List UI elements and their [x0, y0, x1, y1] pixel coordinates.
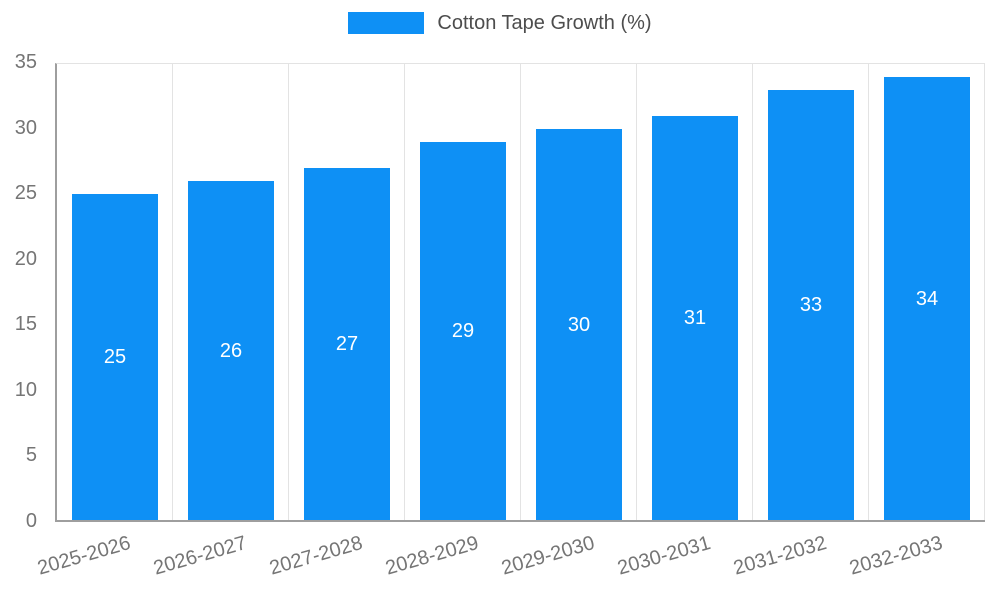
bar-value-label: 26 — [219, 339, 243, 362]
bar-value-label: 31 — [683, 307, 707, 330]
bar-2027-2028: 27 — [304, 168, 390, 520]
legend-label: Cotton Tape Growth (%) — [437, 11, 652, 34]
y-tick-label: 25 — [14, 182, 37, 205]
y-axis: 0 5 10 15 20 25 30 35 — [0, 51, 47, 532]
gridline-vertical — [520, 64, 521, 520]
y-tick-label: 5 — [25, 444, 37, 467]
bar-value-label: 30 — [567, 313, 591, 336]
bar-value-label: 34 — [915, 287, 939, 310]
y-tick-label: 35 — [14, 51, 37, 73]
bar-value-label: 27 — [335, 333, 359, 356]
bar-2032-2033: 34 — [884, 77, 970, 520]
x-tick-label: 2025-2026 — [35, 532, 134, 580]
gridline-vertical — [752, 64, 753, 520]
x-tick-label: 2028-2029 — [383, 532, 482, 580]
bar-value-label: 29 — [451, 320, 475, 343]
y-tick-label: 30 — [14, 116, 37, 139]
bar-2026-2027: 26 — [188, 181, 274, 520]
gridline-vertical — [984, 64, 985, 520]
gridline-vertical — [288, 64, 289, 520]
x-tick-label: 2031-2032 — [731, 532, 830, 580]
bar-2025-2026: 25 — [72, 194, 158, 520]
y-tick-label: 10 — [14, 378, 37, 401]
x-tick-label: 2032-2033 — [847, 532, 946, 580]
x-tick-label: 2029-2030 — [499, 532, 598, 580]
bar-2030-2031: 31 — [652, 116, 738, 520]
gridline-vertical — [404, 64, 405, 520]
bar-2031-2032: 33 — [768, 90, 854, 520]
y-tick-label: 0 — [25, 510, 37, 532]
bar-2028-2029: 29 — [420, 142, 506, 520]
y-tick-label: 15 — [14, 313, 37, 336]
legend-swatch-icon — [348, 12, 425, 34]
gridline-vertical — [172, 64, 173, 520]
chart-legend[interactable]: Cotton Tape Growth (%) — [0, 10, 1000, 36]
bar-value-label: 33 — [799, 294, 823, 317]
plot-area: 25 26 27 29 30 31 33 34 — [55, 63, 985, 522]
x-tick-label: 2027-2028 — [267, 532, 366, 580]
gridline-vertical — [636, 64, 637, 520]
x-tick-label: 2026-2027 — [151, 532, 250, 580]
x-tick-label: 2030-2031 — [615, 532, 714, 580]
y-tick-label: 20 — [14, 247, 37, 270]
bar-2029-2030: 30 — [536, 129, 622, 520]
bar-value-label: 25 — [103, 346, 127, 369]
gridline-vertical — [868, 64, 869, 520]
